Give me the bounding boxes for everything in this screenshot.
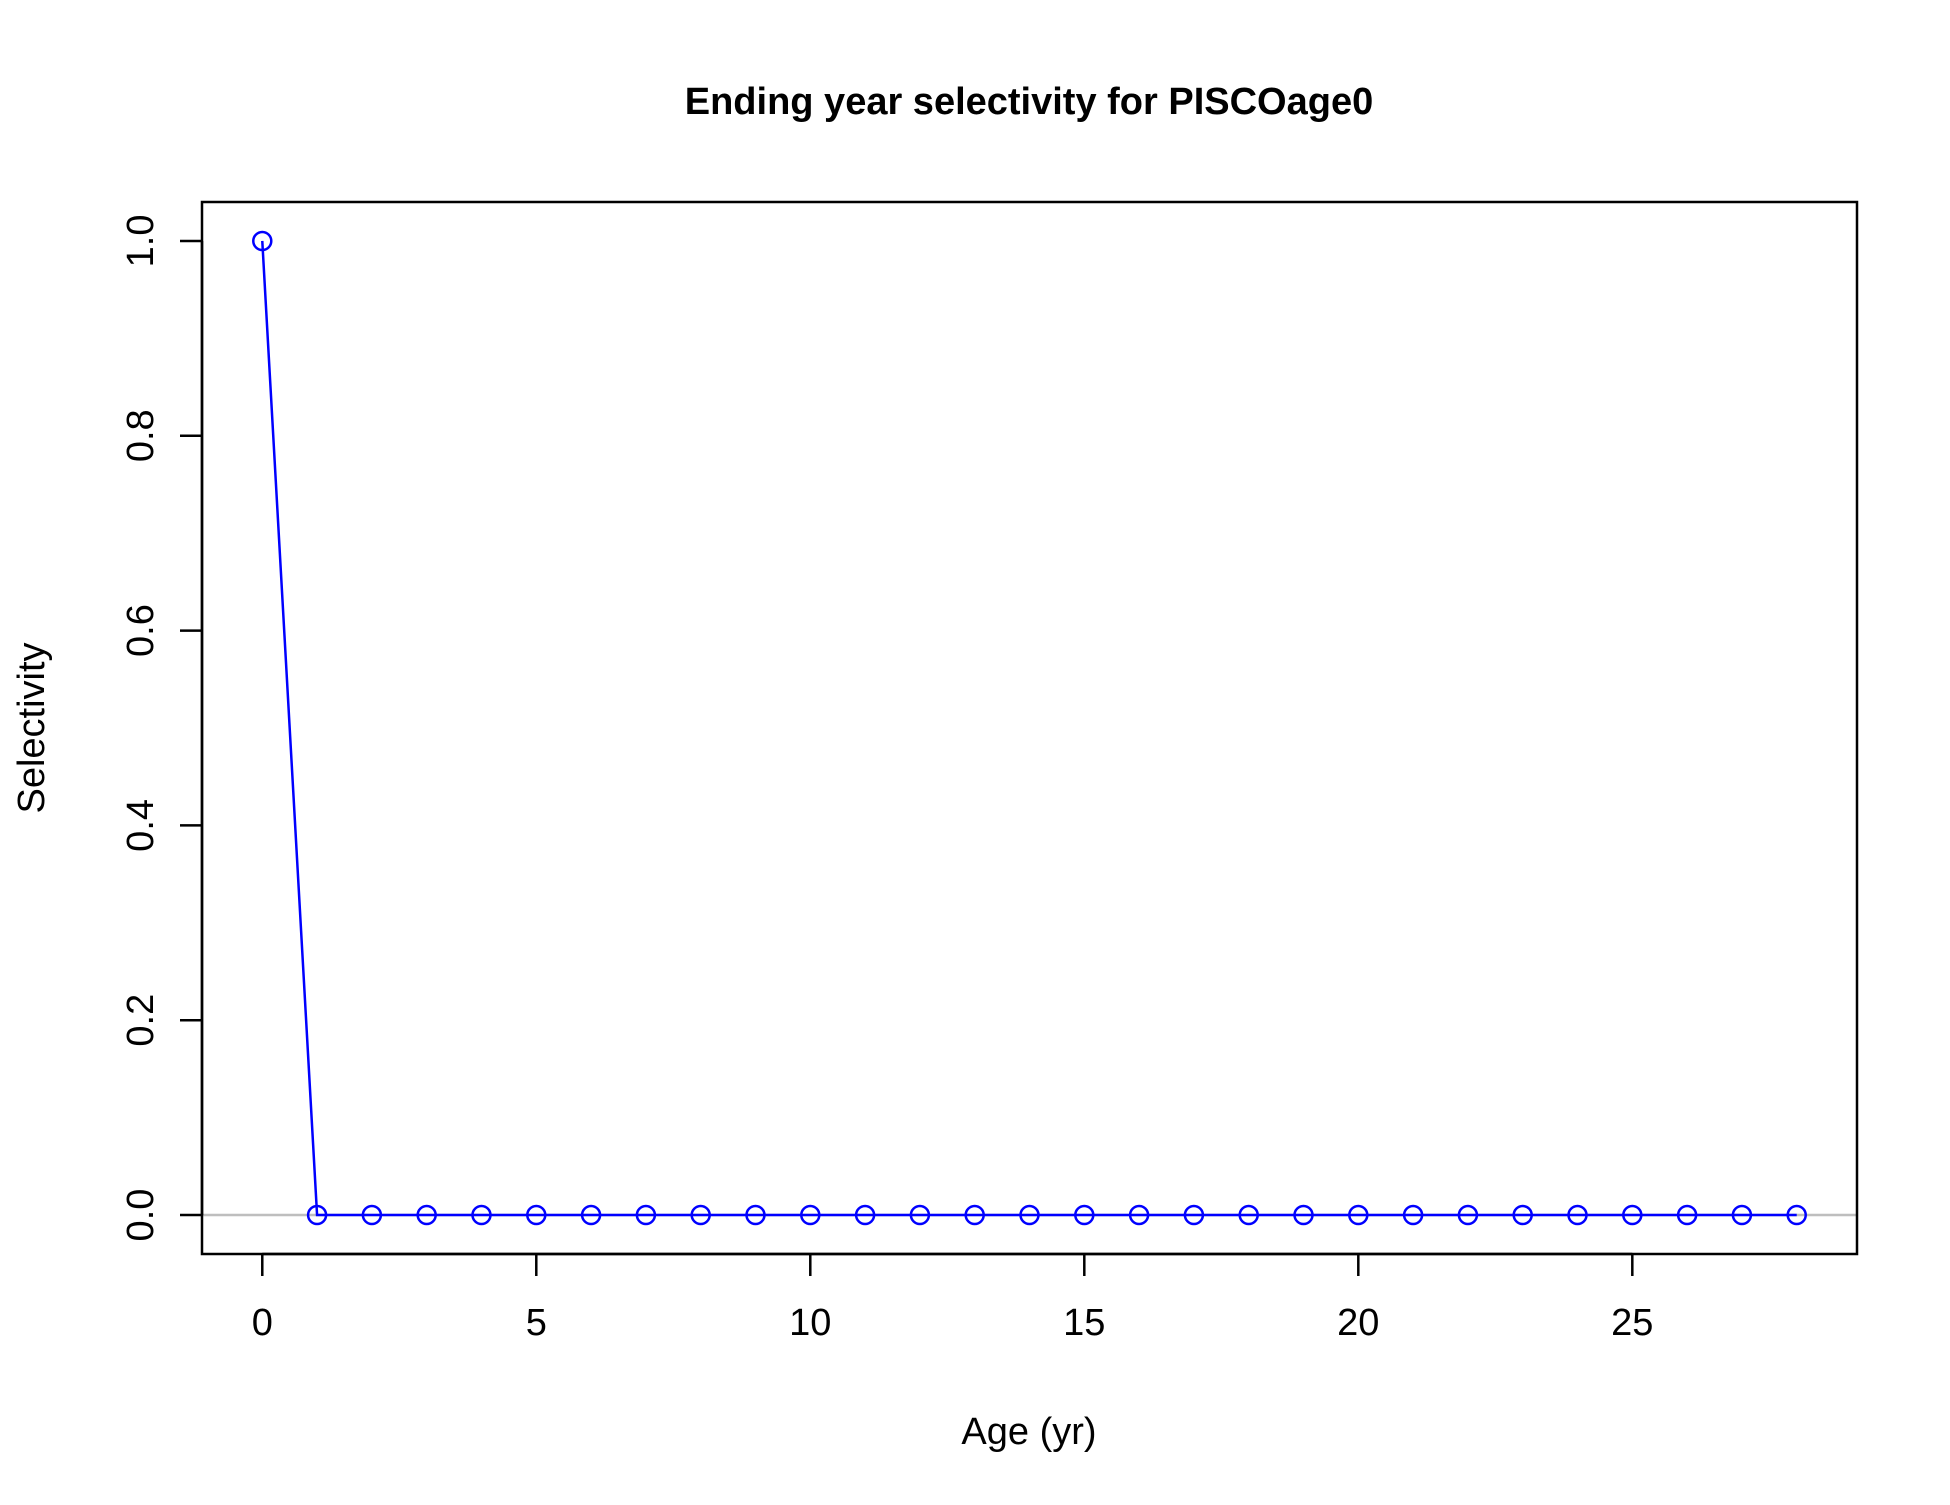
data-point — [1457, 1204, 1479, 1226]
data-point — [1128, 1204, 1150, 1226]
data-point — [635, 1204, 657, 1226]
plot-frame — [200, 200, 1859, 1256]
y-tick-label: 0.8 — [120, 409, 162, 462]
data-point — [745, 1204, 766, 1226]
y-tick-label: 0.4 — [120, 799, 162, 852]
data-point — [526, 1204, 547, 1226]
data-point — [1019, 1204, 1040, 1226]
y-tick-label: 0.0 — [120, 1189, 162, 1242]
series-line — [261, 240, 1797, 1217]
data-point — [1731, 1204, 1753, 1226]
data-point — [1512, 1204, 1533, 1226]
x-tick-label: 0 — [252, 1302, 273, 1344]
data-point — [1622, 1204, 1643, 1226]
x-tick-label: 25 — [1611, 1302, 1653, 1344]
data-point — [1074, 1204, 1095, 1226]
data-point — [800, 1204, 821, 1226]
data-point — [1676, 1204, 1698, 1226]
x-axis: 0 5 10 15 20 25 — [252, 1252, 1653, 1344]
data-point — [1238, 1204, 1259, 1226]
data-point — [1348, 1204, 1369, 1226]
data-point — [854, 1204, 876, 1226]
data-point — [252, 230, 273, 252]
data-point — [909, 1204, 931, 1226]
data-point — [471, 1204, 492, 1226]
series-line-layer — [261, 240, 1797, 1217]
y-axis: 0.0 0.2 0.4 0.6 0.8 1.0 — [120, 215, 204, 1242]
data-point — [1786, 1204, 1807, 1226]
data-point — [1567, 1204, 1588, 1226]
data-point — [306, 1204, 328, 1226]
x-axis-label: Age (yr) — [961, 1411, 1096, 1453]
y-tick-label: 0.2 — [120, 994, 162, 1047]
y-tick-label: 0.6 — [120, 604, 162, 657]
x-tick-label: 20 — [1337, 1302, 1379, 1344]
data-point — [361, 1204, 383, 1226]
data-point — [416, 1204, 437, 1226]
data-point — [1293, 1204, 1314, 1226]
data-point — [1402, 1204, 1424, 1226]
x-tick-label: 15 — [1063, 1302, 1105, 1344]
data-point — [690, 1204, 711, 1226]
x-tick-label: 5 — [526, 1302, 547, 1344]
chart-title: Ending year selectivity for PISCOage0 — [685, 81, 1373, 123]
y-tick-label: 1.0 — [120, 215, 162, 268]
series-points-layer — [252, 230, 1807, 1226]
x-tick-label: 10 — [789, 1302, 831, 1344]
data-point — [1183, 1204, 1205, 1226]
data-point — [580, 1204, 602, 1226]
y-axis-label: Selectivity — [11, 642, 53, 813]
data-point — [964, 1204, 985, 1226]
